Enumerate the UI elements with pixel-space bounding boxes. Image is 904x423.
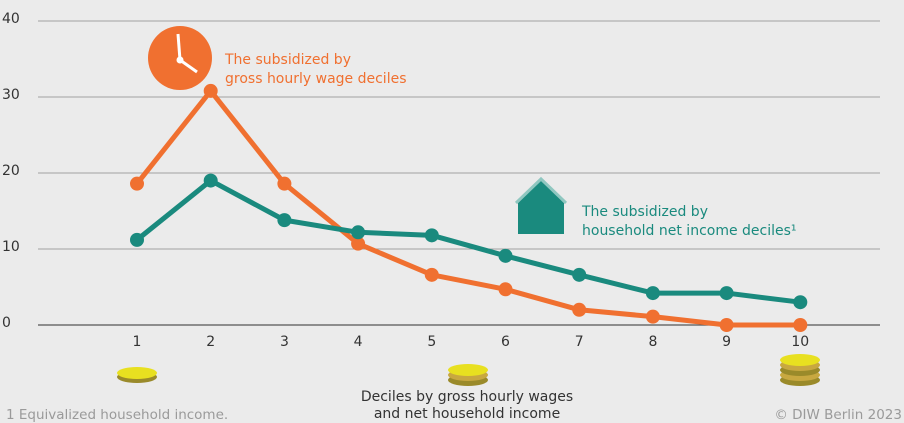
house-icon — [514, 176, 568, 234]
y-tick-label: 0 — [2, 315, 11, 331]
point — [572, 267, 587, 282]
x-tick-label: 1 — [133, 334, 142, 350]
x-tick-label: 8 — [648, 334, 657, 350]
point — [203, 83, 218, 98]
point — [498, 248, 513, 263]
point — [130, 176, 144, 191]
point — [498, 282, 513, 297]
y-tick-label: 30 — [2, 87, 20, 103]
point — [719, 286, 734, 301]
y-tick-label: 10 — [2, 239, 20, 255]
point — [277, 213, 292, 228]
coin-icons — [117, 354, 820, 386]
series-label: household net income deciles¹ — [582, 223, 797, 239]
point — [719, 318, 734, 332]
point — [130, 232, 144, 247]
y-tick-label: 20 — [2, 163, 20, 179]
point — [645, 286, 660, 301]
series-label: The subsidized by — [224, 52, 351, 68]
x-tick-label: 5 — [427, 334, 436, 350]
series-label: The subsidized by — [581, 204, 708, 220]
series-label: gross hourly wage deciles — [225, 71, 407, 87]
point — [351, 236, 366, 251]
point — [572, 302, 587, 317]
y-tick-label: 40 — [2, 11, 20, 27]
footnote: 1 Equivalized household income. — [6, 407, 228, 423]
x-tick-label: 4 — [354, 334, 363, 350]
series-line — [135, 88, 801, 328]
point — [424, 228, 439, 243]
x-tick-label: 6 — [501, 334, 510, 350]
point — [424, 267, 439, 282]
source: © DIW Berlin 2023 — [774, 407, 902, 423]
point — [351, 225, 366, 240]
point — [277, 176, 292, 191]
point — [793, 318, 808, 332]
series-line — [135, 178, 801, 305]
point — [793, 295, 808, 310]
x-tick-label: 10 — [791, 334, 809, 350]
x-tick-label: 9 — [722, 334, 731, 350]
point — [645, 309, 660, 324]
x-tick-label: 7 — [575, 334, 584, 350]
x-tick-label: 2 — [206, 334, 215, 350]
point — [203, 173, 218, 188]
x-axis-label: Deciles by gross hourly wages — [361, 389, 573, 405]
clock-icon — [148, 26, 212, 90]
x-tick-label: 3 — [280, 334, 289, 350]
x-axis-label: and net household income — [374, 406, 560, 422]
